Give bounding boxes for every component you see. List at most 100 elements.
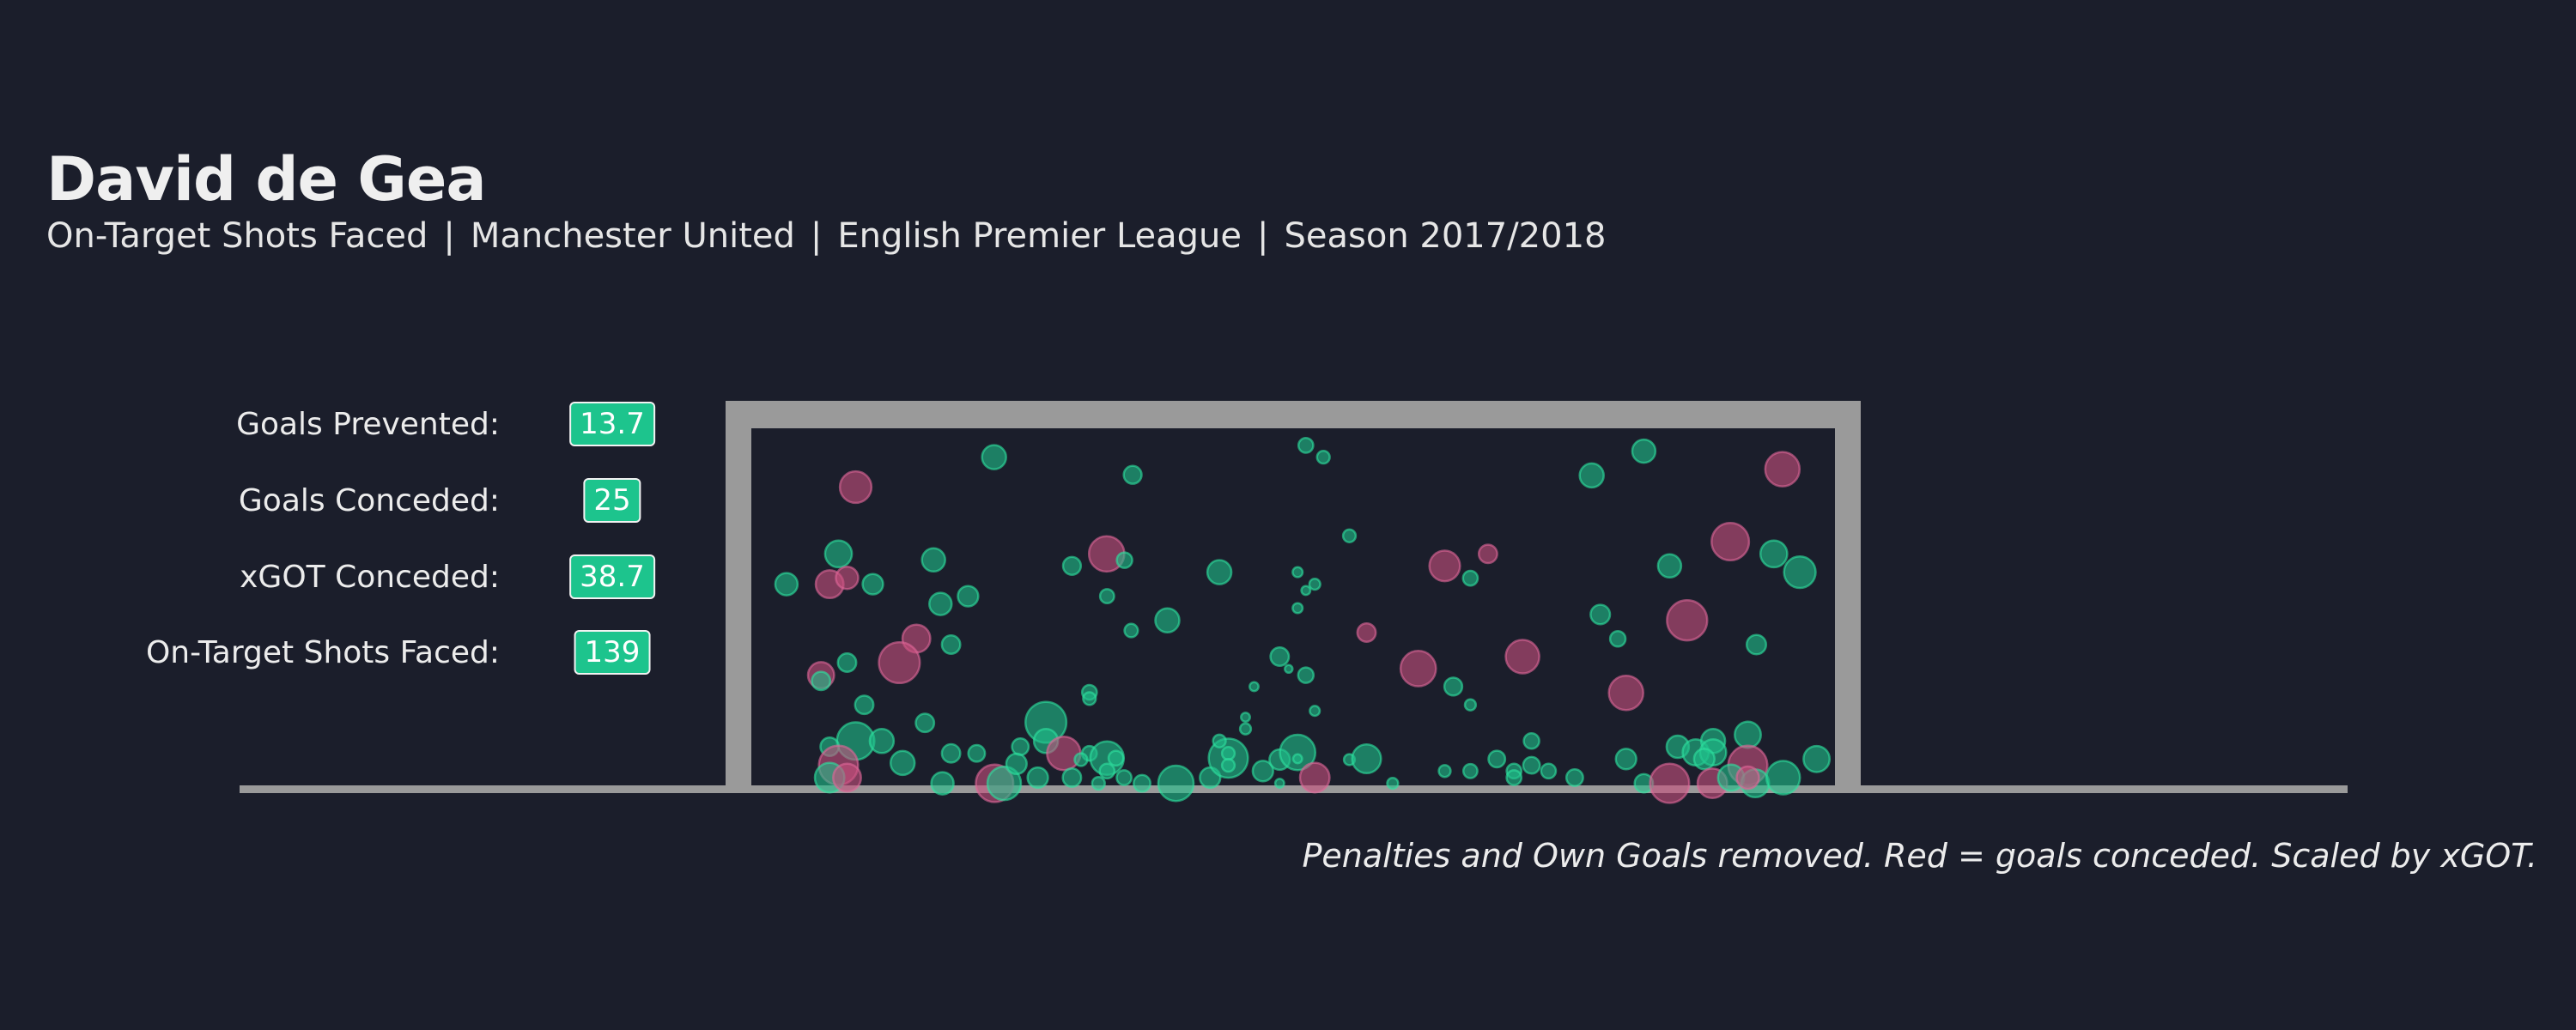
ground-line	[240, 785, 2348, 793]
shot-saved-point	[1351, 742, 1382, 775]
shot-saved-point	[1309, 705, 1321, 718]
stat-badge-xgot-conceded: 38.7	[569, 554, 655, 599]
shot-saved-point	[1692, 748, 1716, 771]
separator: |	[1257, 216, 1269, 256]
separator: |	[810, 216, 823, 256]
shot-saved-point	[1631, 438, 1657, 464]
shot-saved-point	[1386, 776, 1400, 791]
stat-badge-goals-conceded: 25	[583, 478, 641, 523]
shot-saved-point	[868, 728, 896, 754]
shot-saved-point	[986, 765, 1023, 802]
stat-badge-goals-prevented: 13.7	[569, 402, 655, 446]
shot-saved-point	[1765, 760, 1801, 796]
shot-saved-point	[930, 771, 955, 796]
shot-saved-point	[1279, 733, 1317, 772]
crossbar	[726, 401, 1861, 428]
shot-saved-point	[1115, 769, 1133, 786]
shot-goal-point	[1666, 599, 1709, 642]
shot-goal-point	[1477, 543, 1498, 565]
shot-saved-point	[967, 743, 987, 763]
shot-saved-point	[928, 591, 953, 616]
shot-saved-point	[1251, 760, 1274, 783]
shot-saved-point	[1315, 449, 1331, 465]
shot-saved-point	[1656, 553, 1683, 579]
shot-saved-point	[1443, 676, 1464, 697]
shot-saved-point	[1240, 712, 1251, 724]
shot-saved-point	[1578, 462, 1605, 489]
shot-saved-point	[1154, 607, 1181, 633]
left-post	[726, 401, 751, 793]
shot-saved-point	[811, 670, 832, 692]
shot-saved-point	[1238, 722, 1253, 736]
shot-saved-point	[1073, 752, 1089, 767]
shot-saved-point	[1300, 585, 1312, 597]
stat-badge-shots-faced: 139	[574, 630, 651, 675]
shot-goal-point	[878, 640, 921, 685]
shot-saved-point	[1564, 768, 1584, 787]
shot-goal-point	[835, 565, 860, 591]
shot-saved-point	[1011, 737, 1030, 756]
shot-goal-point	[1504, 639, 1540, 675]
shot-saved-point	[1540, 762, 1558, 780]
shot-saved-point	[1461, 762, 1479, 779]
shot-saved-point	[1522, 755, 1541, 775]
shot-saved-point	[1157, 764, 1195, 803]
shot-saved-point	[861, 573, 884, 596]
shot-saved-point	[1783, 554, 1817, 590]
shot-saved-point	[1082, 691, 1097, 706]
shot-saved-point	[1249, 681, 1260, 693]
shot-saved-point	[1608, 630, 1627, 648]
stat-label-xgot-conceded: xGOT Conceded:	[240, 560, 500, 595]
shots-layer	[774, 437, 1832, 804]
shot-saved-point	[1291, 566, 1304, 579]
shot-goal-point	[1735, 765, 1760, 791]
shot-saved-point	[1005, 752, 1028, 776]
shot-saved-point	[940, 634, 962, 655]
shot-saved-point	[1614, 748, 1637, 771]
shot-saved-point	[1107, 749, 1125, 767]
shot-saved-point	[1734, 720, 1762, 749]
shot-goal-point	[832, 762, 862, 793]
stat-label-goals-conceded: Goals Conceded:	[238, 483, 500, 518]
shot-saved-point	[854, 694, 875, 716]
shot-goal-point	[838, 470, 873, 505]
subtitle-metric: On-Target Shots Faced	[46, 216, 428, 256]
shot-saved-point	[1505, 769, 1523, 786]
shot-goal-point	[1710, 521, 1751, 562]
subtitle-team: Manchester United	[470, 216, 795, 256]
shot-saved-point	[1206, 559, 1233, 585]
shot-saved-point	[1341, 528, 1358, 543]
shot-saved-point	[1026, 766, 1049, 790]
footnote: Penalties and Own Goals removed. Red = g…	[1302, 837, 2537, 875]
shot-saved-point	[774, 572, 799, 597]
shot-saved-point	[1745, 633, 1768, 656]
separator: |	[443, 216, 455, 256]
shot-saved-point	[1522, 732, 1540, 750]
shot-saved-point	[1123, 622, 1139, 639]
stat-label-shots-faced: On-Target Shots Faced:	[145, 635, 500, 670]
shot-saved-point	[1284, 663, 1294, 675]
shot-goal-point	[1764, 451, 1801, 488]
shot-saved-point	[1098, 762, 1116, 780]
shot-goal-point	[1298, 761, 1331, 794]
shot-saved-point	[1437, 764, 1452, 779]
shot-saved-point	[889, 749, 916, 777]
shot-saved-point	[1297, 666, 1315, 684]
shot-saved-point	[1802, 744, 1832, 773]
shot-saved-point	[1273, 778, 1285, 790]
shot-saved-point	[1463, 698, 1478, 712]
shot-saved-point	[823, 539, 854, 569]
shot-saved-point	[914, 712, 936, 734]
shot-saved-point	[940, 742, 962, 764]
shot-goal-point	[1428, 549, 1461, 583]
right-post	[1835, 401, 1861, 793]
subtitle-league: English Premier League	[837, 216, 1242, 256]
shot-saved-point	[1759, 539, 1789, 569]
shot-saved-point	[981, 444, 1007, 470]
shot-goal-point	[1356, 622, 1377, 643]
shot-saved-point	[1291, 602, 1304, 615]
shot-goal-point	[1399, 650, 1437, 688]
shot-saved-point	[1461, 569, 1479, 587]
shot-saved-point	[1487, 749, 1507, 769]
